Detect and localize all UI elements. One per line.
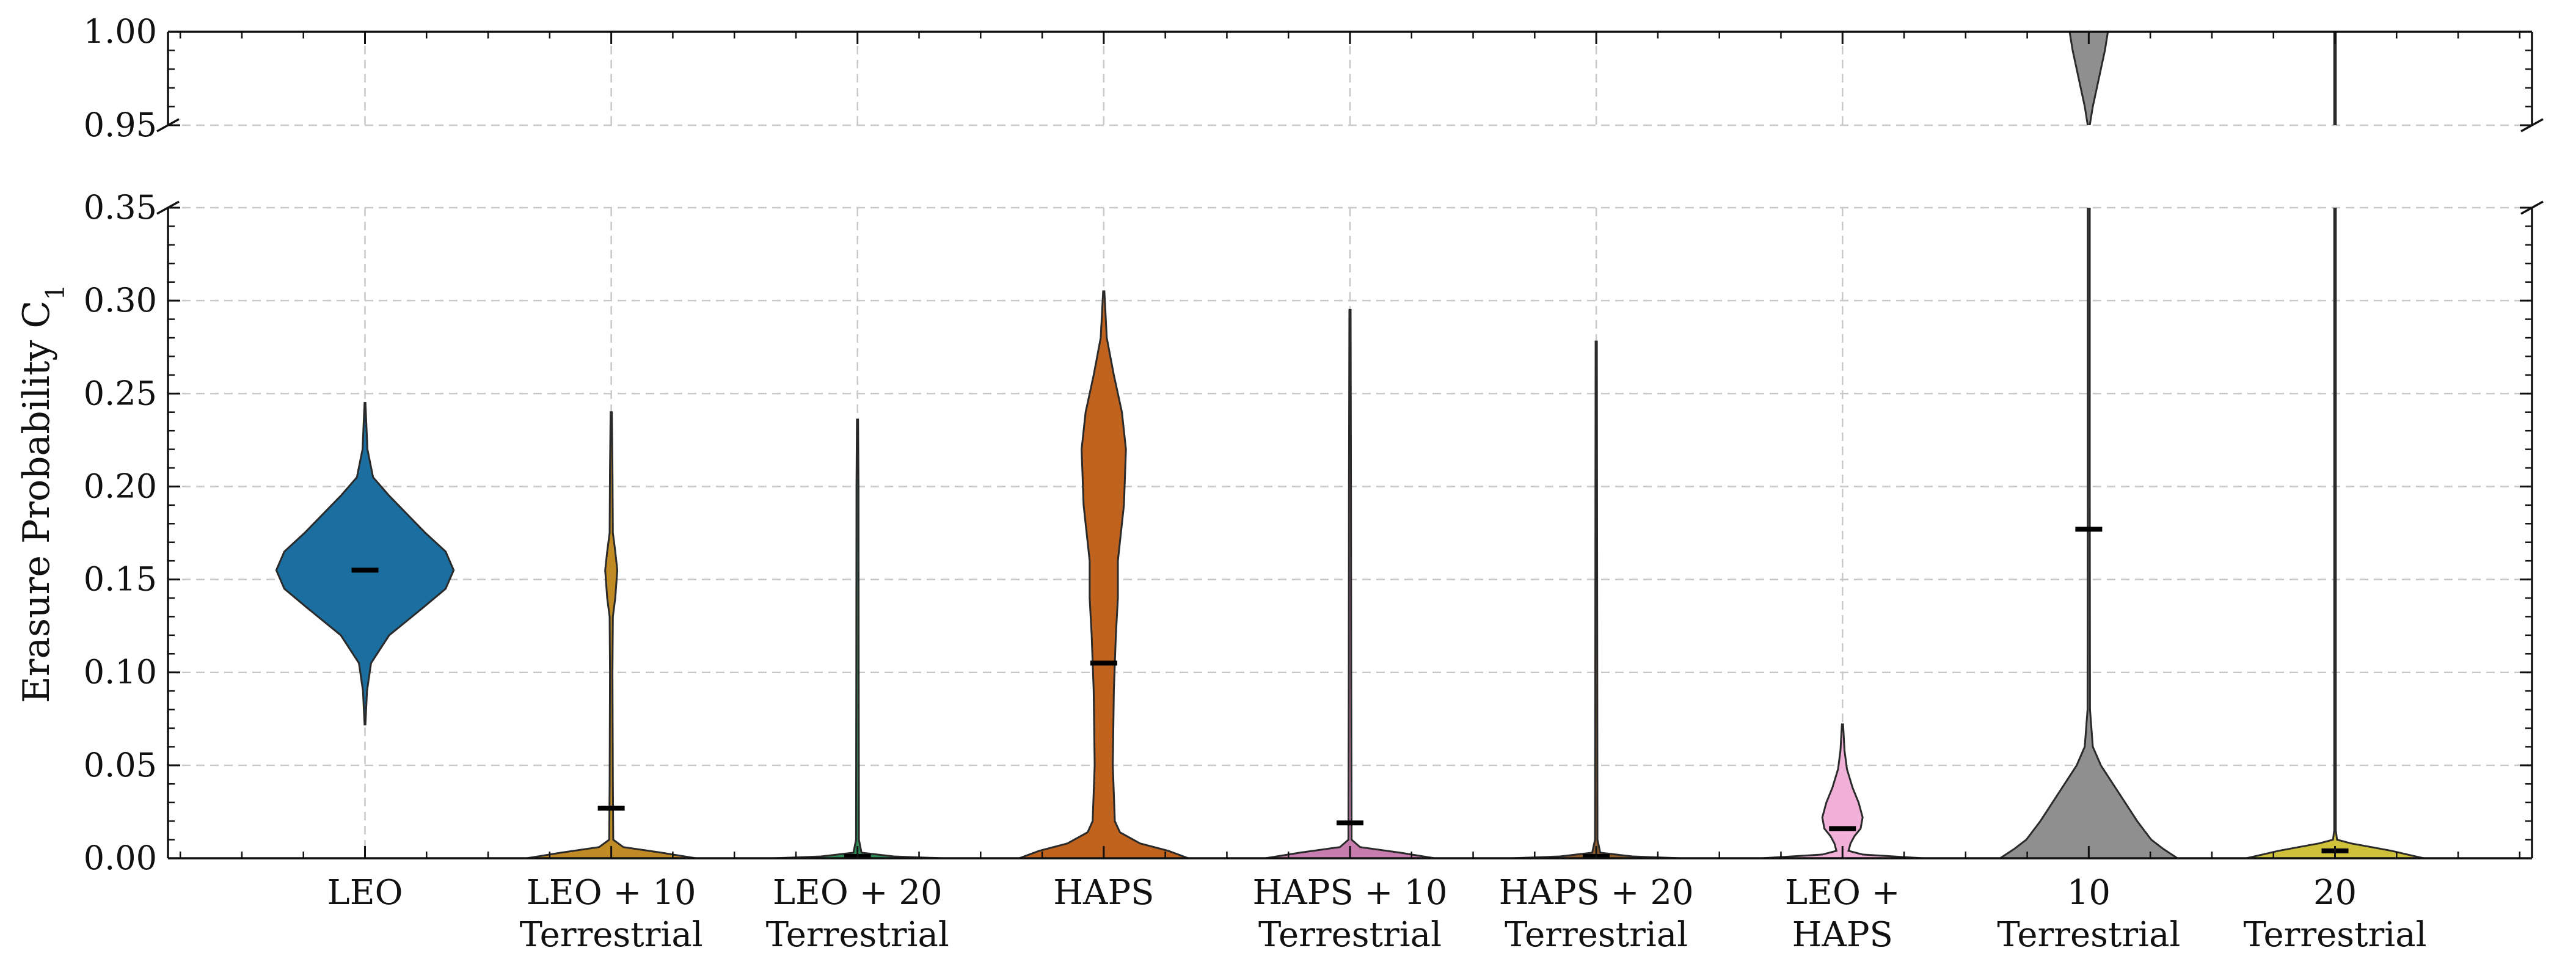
x-tick-label: LEO — [327, 873, 403, 913]
x-tick-label: LEO + 10 — [527, 873, 696, 913]
violin — [773, 418, 943, 859]
violin-body-upper — [2068, 32, 2109, 125]
y-tick-label-lower: 0.30 — [84, 281, 157, 319]
violin-body-upper — [2333, 32, 2337, 125]
x-tick-label: LEO + 20 — [773, 873, 943, 913]
violin-body — [1511, 340, 1681, 858]
x-tick-label-line2: Terrestrial — [520, 915, 703, 955]
x-tick-label-line2: Terrestrial — [1997, 915, 2180, 955]
y-axis-label-subscript: 1 — [40, 284, 70, 301]
violin — [526, 411, 696, 858]
y-tick-label-lower: 0.20 — [84, 467, 157, 505]
violin-body — [1018, 290, 1189, 858]
violin — [1998, 32, 2180, 858]
violin — [2246, 32, 2425, 858]
tick-labels: 0.00 0.05 0.10 0.15 0.20 0.25 0.30 0.35 0.95 1.00… — [84, 12, 2427, 955]
x-tick-label: HAPS — [1053, 873, 1154, 913]
x-tick-label: HAPS + 20 — [1499, 873, 1694, 913]
y-tick-label-lower: 0.05 — [84, 746, 157, 784]
y-tick-label-upper: 0.95 — [84, 106, 157, 144]
violin-body — [773, 418, 943, 858]
violin — [1265, 308, 1435, 858]
x-tick-label: 20 — [2313, 873, 2357, 913]
y-tick-label-lower: 0.25 — [84, 374, 157, 412]
x-tick-label: HAPS + 10 — [1252, 873, 1447, 913]
y-axis-label: Erasure Probability C1 — [15, 284, 70, 703]
violin — [1511, 340, 1681, 859]
y-tick-label-lower: 0.35 — [84, 188, 157, 227]
y-tick-label-lower: 0.00 — [84, 839, 157, 877]
y-axis-label-text: Erasure Probability C — [15, 301, 58, 703]
violin — [1762, 723, 1924, 858]
violin-body — [2246, 208, 2425, 858]
violin — [275, 402, 455, 726]
violin-series — [275, 32, 2425, 859]
x-tick-label: LEO + — [1785, 873, 1900, 913]
violin-body — [1762, 723, 1924, 858]
violin — [1018, 290, 1189, 858]
axes — [156, 31, 2544, 859]
violin-body — [275, 402, 455, 726]
y-tick-label-lower: 0.10 — [84, 653, 157, 692]
x-tick-label: 10 — [2067, 873, 2111, 913]
x-tick-label-line2: HAPS — [1792, 915, 1893, 955]
y-tick-label-upper: 1.00 — [84, 12, 157, 51]
violin-body — [1998, 208, 2180, 858]
x-tick-label-line2: Terrestrial — [2243, 915, 2426, 955]
x-tick-label-line2: Terrestrial — [766, 915, 949, 955]
x-tick-label-line2: Terrestrial — [1258, 915, 1442, 955]
x-tick-label-line2: Terrestrial — [1505, 915, 1688, 955]
violin-body — [526, 411, 696, 858]
violin-body — [1265, 308, 1435, 858]
y-tick-label-lower: 0.15 — [84, 560, 157, 599]
